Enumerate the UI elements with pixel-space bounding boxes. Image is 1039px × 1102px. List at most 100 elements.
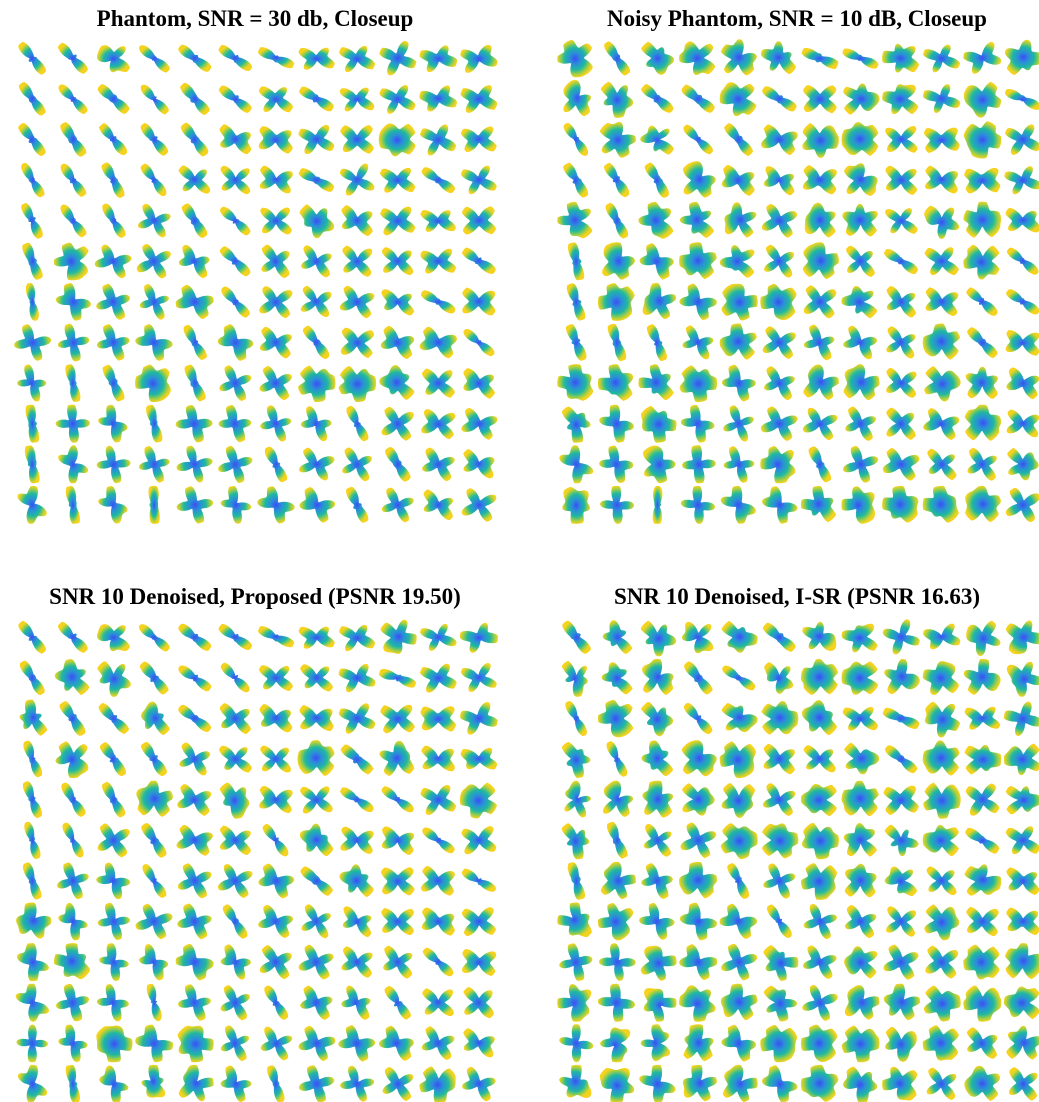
odf-glyph xyxy=(460,623,498,653)
odf-glyph xyxy=(557,202,592,239)
odf-glyph xyxy=(178,984,211,1020)
odf-glyph xyxy=(380,168,416,193)
odf-glyph xyxy=(102,162,125,198)
odf-glyph xyxy=(679,242,717,279)
odf-glyph xyxy=(339,864,373,897)
odf-glyph xyxy=(642,781,673,818)
odf-glyph xyxy=(845,407,876,441)
odf-glyph xyxy=(968,448,997,481)
odf-glyph xyxy=(135,365,171,402)
odf-glyph xyxy=(842,1025,880,1062)
odf-glyph xyxy=(422,988,454,1016)
odf-glyph xyxy=(559,445,593,483)
odf-glyph xyxy=(598,903,634,940)
odf-glyph xyxy=(18,621,46,654)
odf-glyph xyxy=(299,627,335,649)
odf-glyph xyxy=(220,124,252,154)
odf-glyph xyxy=(141,823,166,858)
odf-glyph xyxy=(762,486,798,523)
odf-glyph xyxy=(300,487,336,523)
odf-glyph xyxy=(303,326,330,359)
odf-glyph xyxy=(18,486,47,524)
odf-glyph xyxy=(846,246,875,277)
odf-glyph xyxy=(883,448,920,481)
odf-glyph xyxy=(964,121,1002,158)
odf-glyph xyxy=(803,408,838,441)
odf-glyph xyxy=(966,907,999,936)
odf-glyph xyxy=(684,661,713,694)
odf-glyph xyxy=(762,1065,798,1102)
odf-glyph xyxy=(66,1065,80,1102)
odf-glyph xyxy=(721,944,757,981)
odf-glyph xyxy=(96,284,130,320)
odf-glyph xyxy=(557,40,593,77)
odf-glyph xyxy=(809,446,832,482)
odf-glyph xyxy=(379,741,414,776)
odf-glyph xyxy=(641,406,677,443)
odf-glyph xyxy=(599,446,633,483)
odf-glyph xyxy=(420,706,456,731)
odf-glyph xyxy=(58,43,88,74)
odf-glyph xyxy=(299,87,333,112)
odf-glyph xyxy=(259,704,292,733)
odf-glyph xyxy=(181,123,209,157)
odf-glyph xyxy=(963,986,1001,1022)
odf-glyph xyxy=(97,624,130,651)
odf-glyph xyxy=(16,1025,48,1063)
odf-glyph xyxy=(135,324,173,361)
odf-glyph xyxy=(420,210,456,232)
odf-glyph xyxy=(603,781,633,817)
odf-glyph xyxy=(301,406,332,441)
odf-glyph xyxy=(1006,786,1039,814)
odf-glyph xyxy=(22,243,43,280)
odf-glyph xyxy=(340,787,374,812)
odf-glyph xyxy=(137,244,171,278)
odf-glyph xyxy=(461,166,497,195)
odf-glyph xyxy=(420,624,457,651)
odf-glyph xyxy=(843,326,877,360)
odf-glyph xyxy=(380,207,415,236)
odf-glyph xyxy=(55,659,90,695)
odf-glyph xyxy=(721,984,758,1021)
odf-glyph xyxy=(1005,124,1039,154)
odf-glyph xyxy=(562,407,591,443)
odf-glyph xyxy=(461,85,498,113)
odf-glyph xyxy=(420,125,456,156)
odf-glyph xyxy=(178,624,211,651)
odf-glyph xyxy=(1009,1067,1038,1100)
odf-glyph xyxy=(607,822,628,859)
odf-glyph xyxy=(721,486,756,524)
odf-glyph xyxy=(602,662,633,694)
odf-glyph xyxy=(149,486,160,524)
odf-glyph xyxy=(18,42,46,75)
odf-glyph xyxy=(722,703,758,732)
odf-glyph xyxy=(804,745,836,772)
odf-glyph xyxy=(97,446,131,483)
odf-glyph xyxy=(600,1028,630,1063)
odf-glyph xyxy=(842,286,878,318)
odf-glyph xyxy=(462,1067,496,1101)
odf-glyph xyxy=(141,123,169,156)
odf-glyph xyxy=(383,946,412,979)
odf-glyph xyxy=(58,903,87,941)
odf-glyph xyxy=(460,783,497,819)
odf-glyph xyxy=(259,126,293,154)
odf-glyph xyxy=(762,823,798,858)
odf-glyph xyxy=(885,126,917,153)
odf-glyph xyxy=(924,366,960,401)
odf-glyph xyxy=(965,405,1002,441)
odf-glyph xyxy=(964,864,1001,895)
odf-glyph xyxy=(967,327,998,358)
odf-glyph xyxy=(135,1025,173,1063)
odf-glyph xyxy=(341,947,372,978)
odf-glyph xyxy=(18,123,46,156)
odf-glyph xyxy=(802,622,836,651)
odf-glyph xyxy=(883,786,918,815)
odf-glyph xyxy=(844,743,879,775)
odf-glyph xyxy=(601,862,636,899)
odf-glyph xyxy=(184,325,207,360)
odf-glyph xyxy=(720,741,756,778)
odf-glyph xyxy=(176,825,213,856)
odf-glyph xyxy=(340,827,373,854)
odf-glyph xyxy=(382,786,414,812)
